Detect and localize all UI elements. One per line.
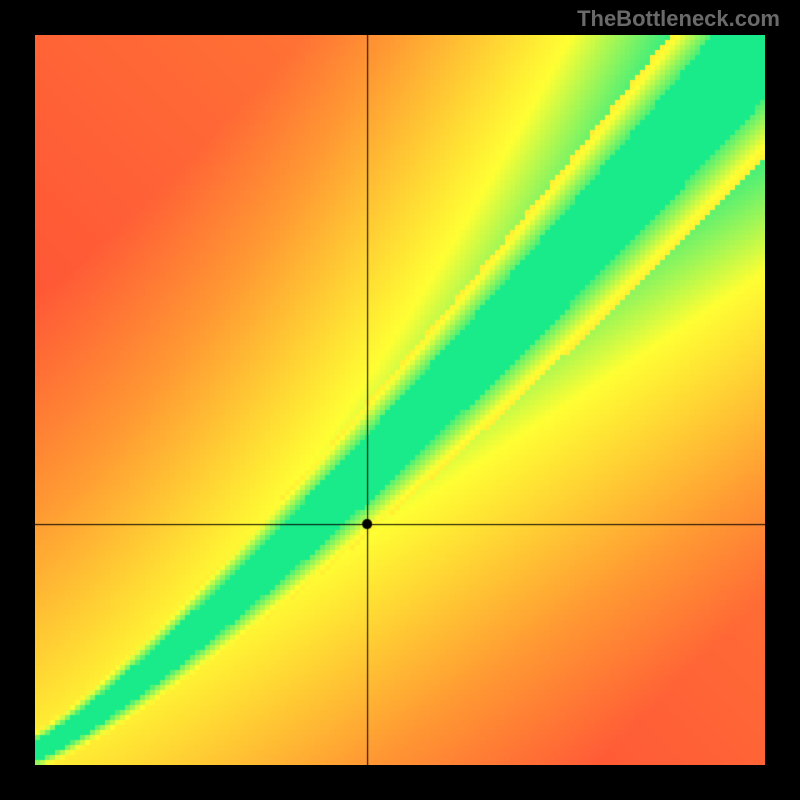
heatmap-plot	[35, 35, 765, 765]
chart-container: TheBottleneck.com	[0, 0, 800, 800]
heatmap-canvas	[35, 35, 765, 765]
watermark-text: TheBottleneck.com	[577, 6, 780, 32]
